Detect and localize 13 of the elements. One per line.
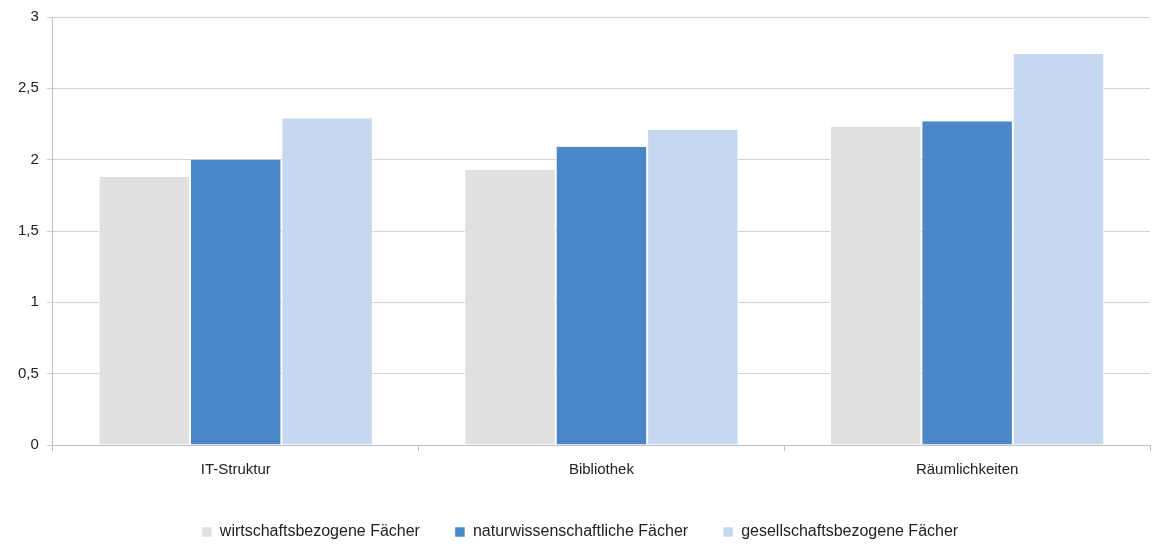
x-tick-label: Räumlichkeiten [915,460,1019,478]
y-tick-label: 1,5 [17,221,39,239]
y-tick-label: 0,5 [17,363,39,381]
x-tick-label: Bibliothek [568,460,635,478]
y-tick-label: 3 [30,7,39,25]
legend-label: naturwissenschaftliche Fächer [472,522,689,540]
y-tick-label: 1 [30,292,39,310]
y-tick-label: 2,5 [17,78,39,96]
legend-label: wirtschaftsbezogene Fächer [218,522,421,540]
y-tick-label: 2 [30,149,39,167]
y-tick-label: 0 [30,435,39,453]
legend-label: gesellschaftsbezogene Fächer [741,522,959,540]
x-tick-label: IT-Struktur [200,460,271,478]
